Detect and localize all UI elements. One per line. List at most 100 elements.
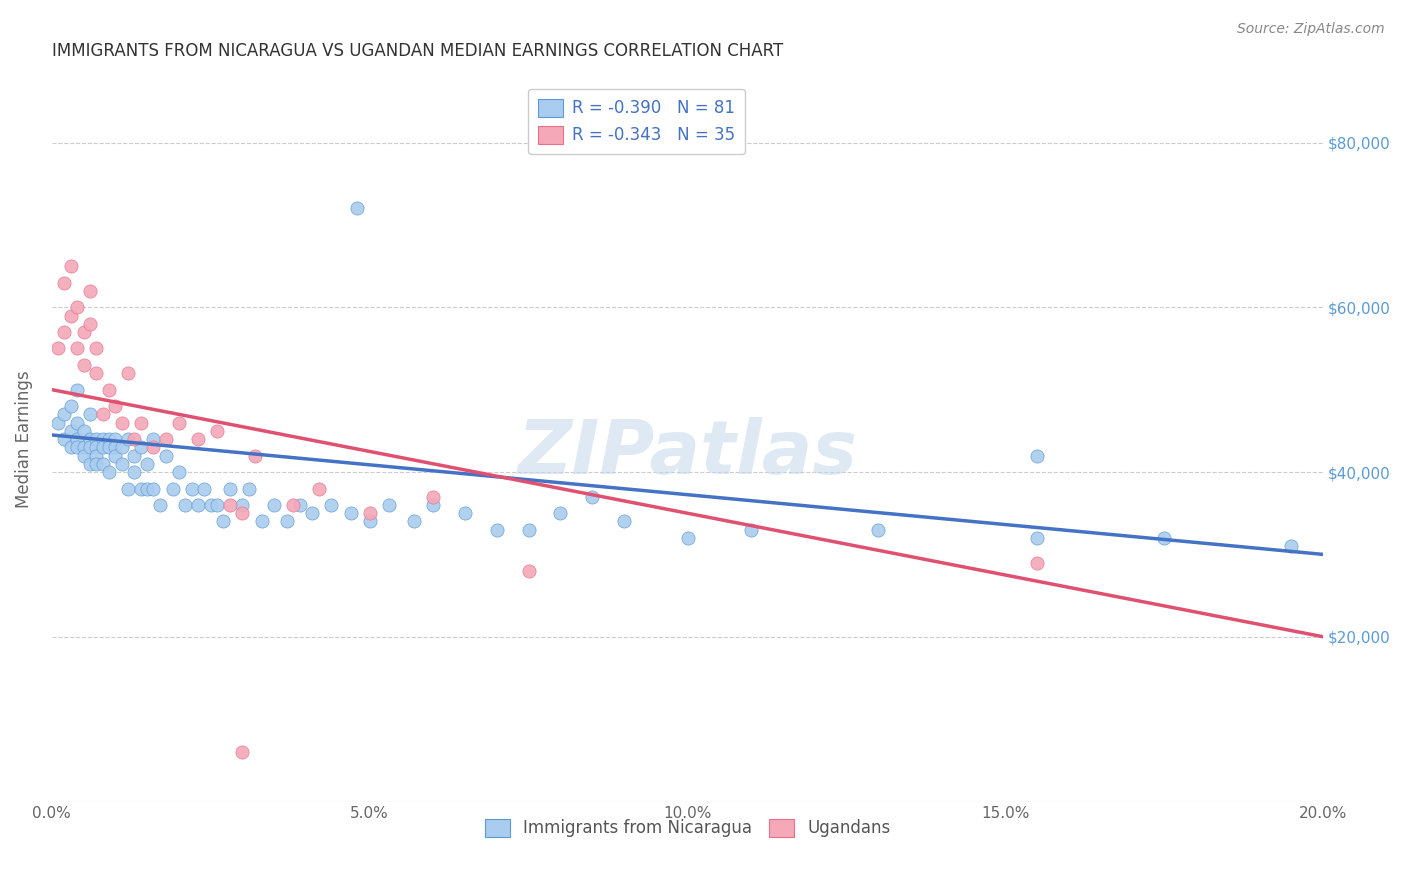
- Point: [79, 317, 101, 331]
- Point: [117, 432, 139, 446]
- Point: [72, 358, 94, 372]
- Point: [1153, 531, 1175, 545]
- Point: [79, 408, 101, 422]
- Point: [84, 457, 107, 471]
- Point: [167, 465, 190, 479]
- Point: [218, 498, 240, 512]
- Point: [59, 309, 82, 323]
- Point: [59, 399, 82, 413]
- Point: [72, 440, 94, 454]
- Point: [422, 498, 444, 512]
- Point: [142, 482, 165, 496]
- Point: [404, 515, 426, 529]
- Point: [550, 506, 572, 520]
- Point: [155, 449, 177, 463]
- Point: [167, 416, 190, 430]
- Point: [454, 506, 477, 520]
- Point: [359, 506, 381, 520]
- Point: [66, 383, 89, 397]
- Point: [79, 457, 101, 471]
- Point: [1026, 531, 1049, 545]
- Point: [180, 482, 202, 496]
- Point: [53, 432, 76, 446]
- Point: [104, 440, 127, 454]
- Point: [301, 506, 323, 520]
- Point: [422, 490, 444, 504]
- Point: [66, 432, 89, 446]
- Point: [98, 432, 121, 446]
- Point: [155, 432, 177, 446]
- Point: [136, 457, 159, 471]
- Point: [129, 416, 152, 430]
- Point: [517, 523, 540, 537]
- Point: [124, 465, 146, 479]
- Point: [288, 498, 311, 512]
- Point: [79, 432, 101, 446]
- Point: [205, 498, 228, 512]
- Point: [200, 498, 222, 512]
- Point: [53, 408, 76, 422]
- Point: [245, 449, 267, 463]
- Point: [104, 432, 127, 446]
- Point: [124, 449, 146, 463]
- Point: [84, 366, 107, 380]
- Point: [581, 490, 603, 504]
- Point: [53, 276, 76, 290]
- Point: [111, 416, 134, 430]
- Point: [124, 432, 146, 446]
- Point: [231, 745, 253, 759]
- Point: [162, 482, 184, 496]
- Point: [91, 440, 114, 454]
- Point: [263, 498, 285, 512]
- Point: [308, 482, 330, 496]
- Point: [676, 531, 699, 545]
- Point: [46, 342, 69, 356]
- Point: [66, 440, 89, 454]
- Point: [53, 325, 76, 339]
- Point: [485, 523, 508, 537]
- Point: [72, 449, 94, 463]
- Point: [218, 482, 240, 496]
- Point: [231, 498, 253, 512]
- Point: [66, 300, 89, 314]
- Point: [339, 506, 361, 520]
- Point: [91, 457, 114, 471]
- Point: [276, 515, 298, 529]
- Point: [231, 506, 253, 520]
- Point: [1026, 556, 1049, 570]
- Point: [740, 523, 762, 537]
- Point: [283, 498, 305, 512]
- Point: [79, 440, 101, 454]
- Point: [84, 440, 107, 454]
- Point: [117, 366, 139, 380]
- Point: [193, 482, 215, 496]
- Point: [111, 440, 134, 454]
- Point: [321, 498, 343, 512]
- Point: [91, 408, 114, 422]
- Point: [72, 424, 94, 438]
- Point: [59, 259, 82, 273]
- Point: [84, 432, 107, 446]
- Point: [98, 465, 121, 479]
- Point: [238, 482, 260, 496]
- Legend: Immigrants from Nicaragua, Ugandans: Immigrants from Nicaragua, Ugandans: [478, 812, 897, 844]
- Point: [250, 515, 273, 529]
- Y-axis label: Median Earnings: Median Earnings: [15, 370, 32, 508]
- Point: [205, 424, 228, 438]
- Point: [129, 440, 152, 454]
- Text: ZIPatlas: ZIPatlas: [517, 417, 858, 490]
- Point: [1026, 449, 1049, 463]
- Point: [142, 432, 165, 446]
- Point: [91, 432, 114, 446]
- Point: [84, 342, 107, 356]
- Point: [104, 399, 127, 413]
- Point: [59, 440, 82, 454]
- Point: [104, 449, 127, 463]
- Point: [613, 515, 636, 529]
- Point: [359, 515, 381, 529]
- Point: [517, 564, 540, 578]
- Point: [79, 284, 101, 298]
- Point: [346, 202, 368, 216]
- Point: [117, 482, 139, 496]
- Point: [1281, 539, 1303, 553]
